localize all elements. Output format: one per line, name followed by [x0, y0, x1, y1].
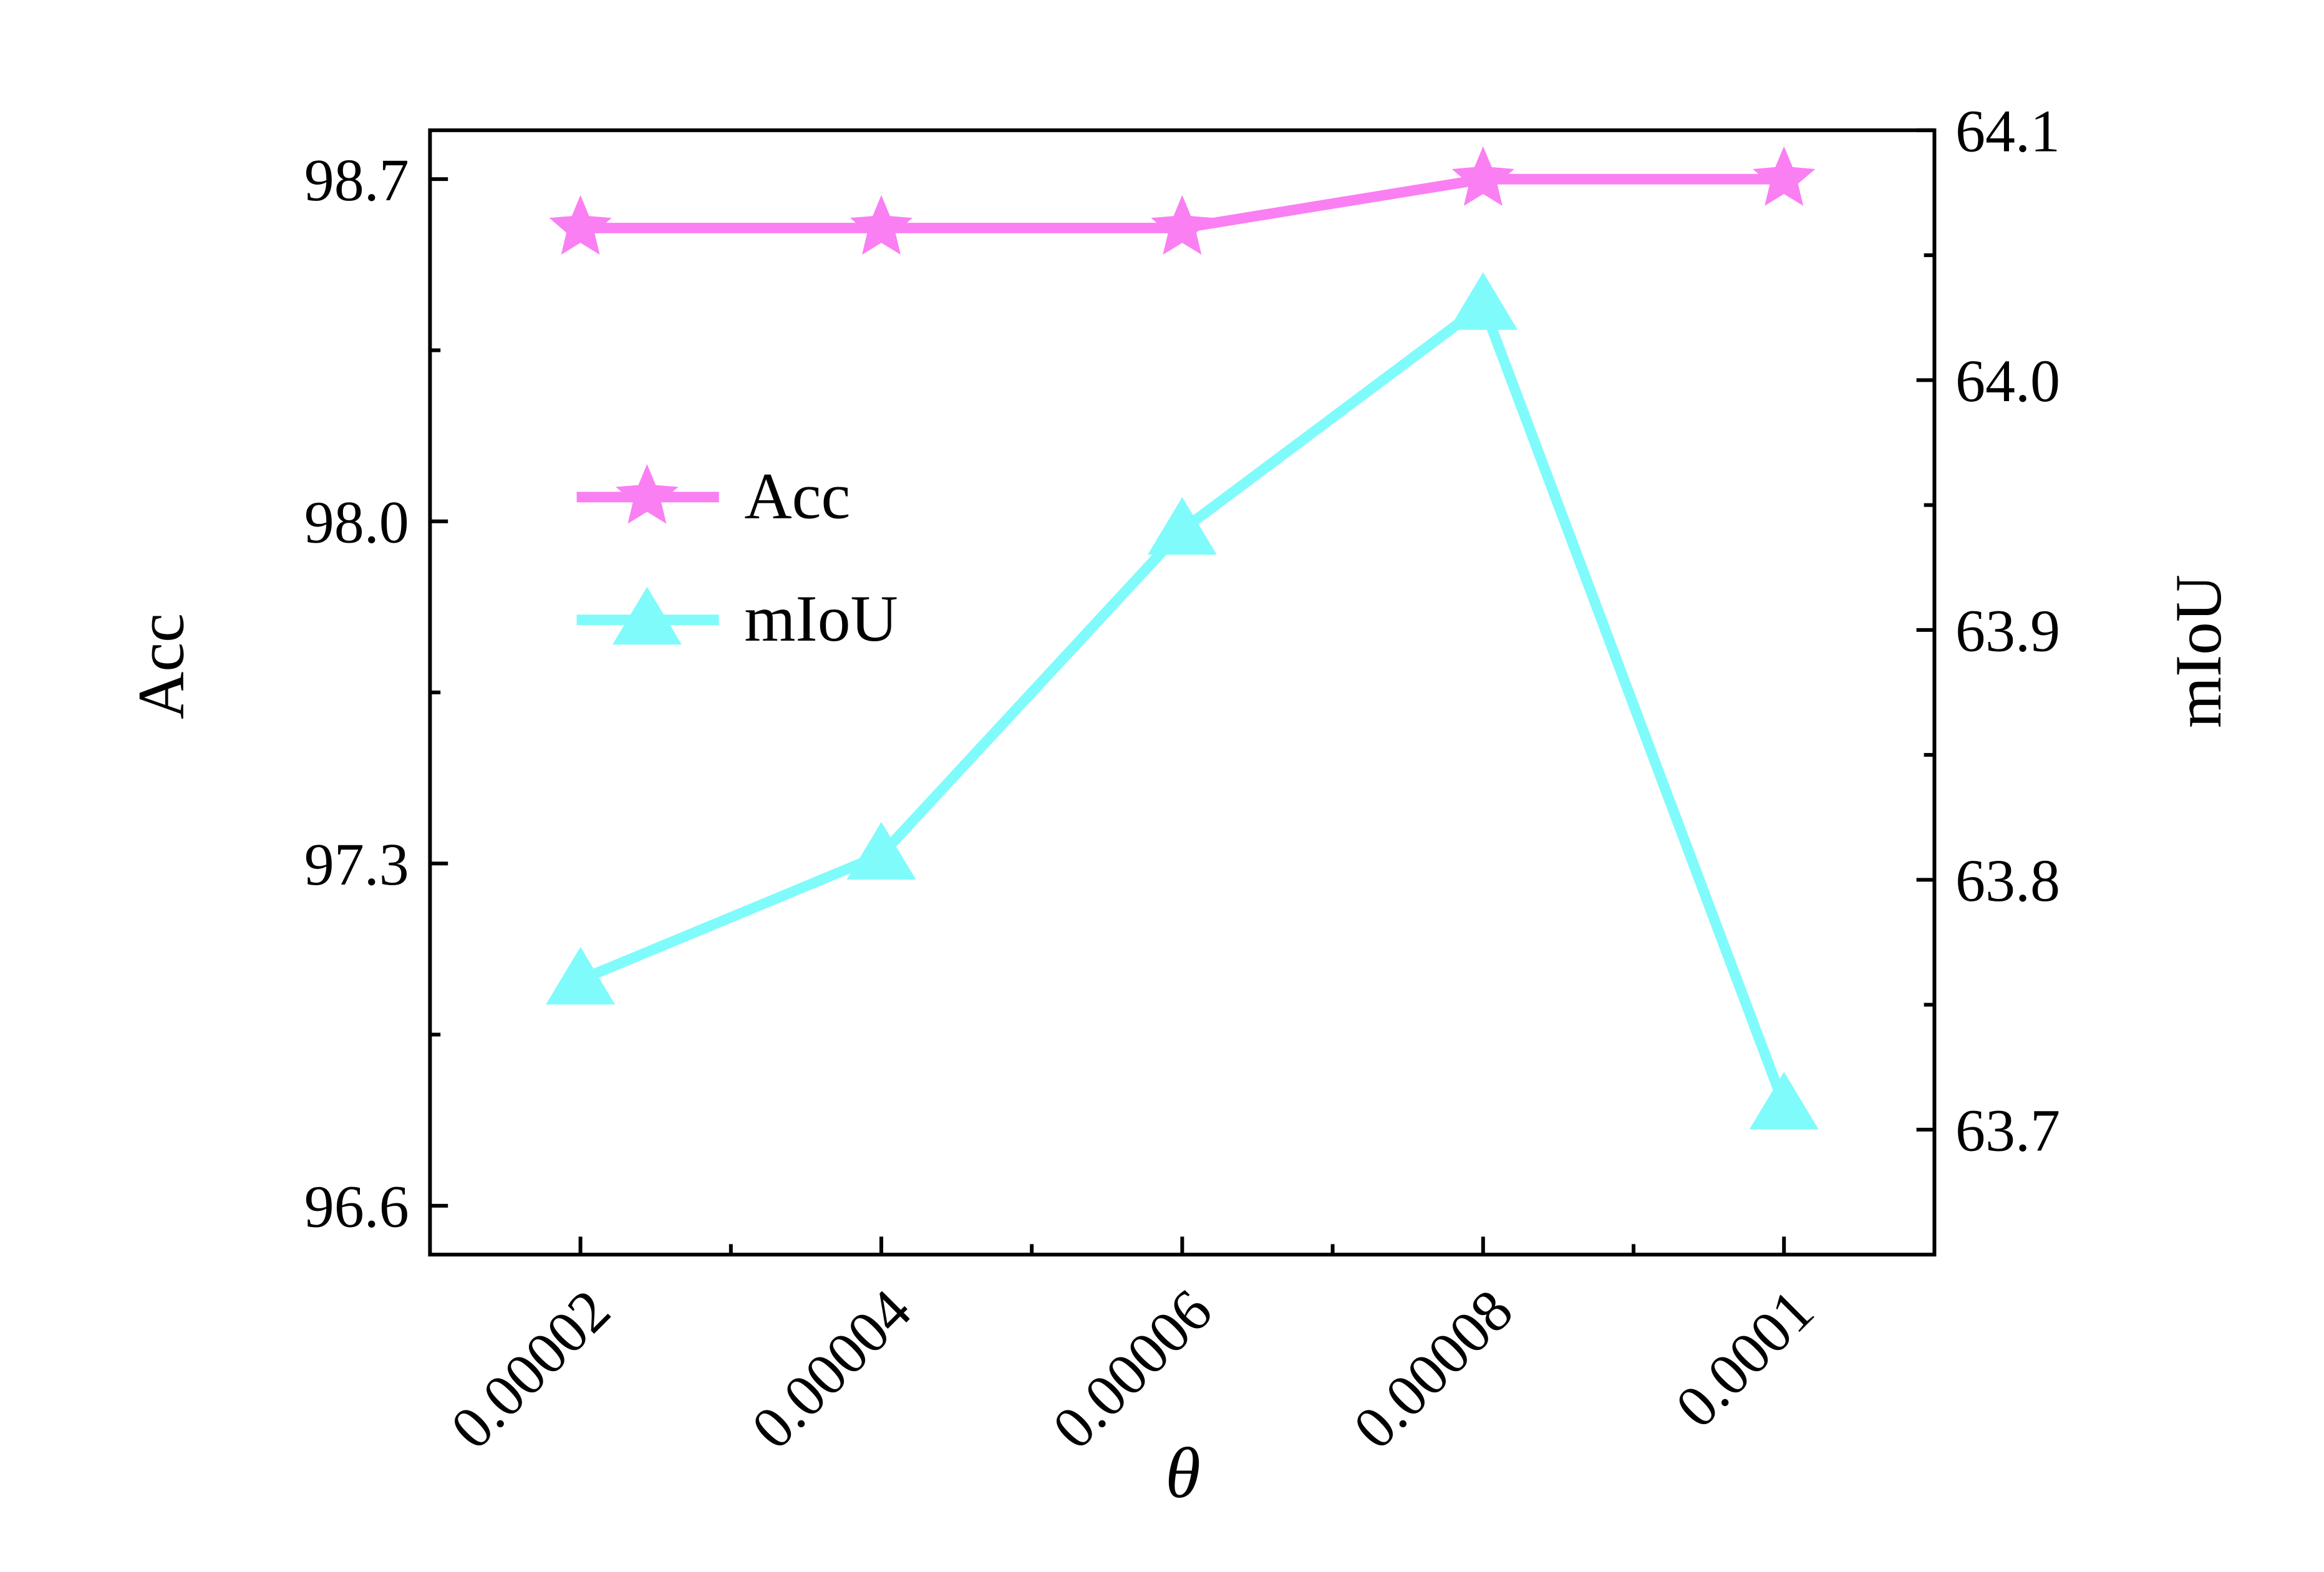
star-marker: [1753, 146, 1816, 206]
triangle-marker: [1147, 497, 1217, 555]
x-axis-label: θ: [1165, 1433, 1201, 1513]
y2-tick-label: 64.0: [1955, 347, 2060, 414]
triangle-marker: [846, 822, 916, 880]
y2-tick-label: 63.7: [1955, 1097, 2060, 1164]
star-marker: [616, 464, 679, 524]
star-marker: [1151, 195, 1214, 255]
x-tick-label: 0.0001: [1663, 1276, 1826, 1440]
star-marker: [850, 195, 913, 255]
triangle-marker: [1749, 1072, 1819, 1130]
y-tick-label: 98.7: [304, 147, 409, 213]
y2-tick-label: 64.1: [1955, 97, 2060, 164]
y-tick-label: 96.6: [304, 1173, 409, 1240]
triangle-marker: [546, 946, 616, 1005]
star-marker: [549, 195, 612, 255]
plot-frame: [428, 128, 1937, 1257]
legend-label: mIoU: [744, 582, 898, 655]
y2-tick-label: 63.8: [1955, 847, 2060, 914]
x-tick-label: 0.00004: [738, 1276, 923, 1461]
x-tick-label: 0.00008: [1340, 1276, 1525, 1461]
star-marker: [1451, 146, 1514, 206]
y-axis-label: Acc: [124, 613, 197, 719]
x-tick-label: 0.00002: [438, 1276, 622, 1461]
y2-tick-label: 63.9: [1955, 597, 2060, 664]
legend-label: Acc: [744, 459, 850, 532]
triangle-marker: [1448, 272, 1518, 330]
y-tick-label: 97.3: [304, 831, 409, 898]
triangle-marker: [612, 586, 682, 645]
y2-axis-label: mIoU: [2162, 575, 2235, 728]
series-line: [578, 296, 1789, 1107]
y-tick-label: 98.0: [304, 488, 409, 555]
